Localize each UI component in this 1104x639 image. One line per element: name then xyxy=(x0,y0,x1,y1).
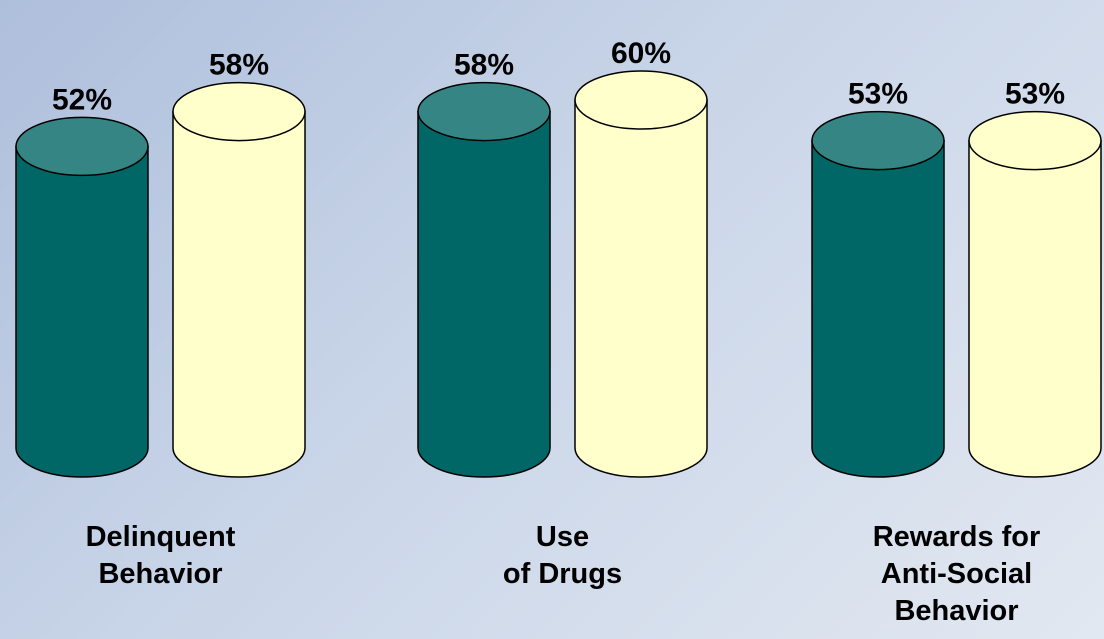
category-group: 52% 58% Delinquent Behavior xyxy=(15,49,306,590)
bar-top xyxy=(172,81,306,142)
category-group: 58% 60% Use of Drugs xyxy=(417,37,708,590)
data-label: 52% xyxy=(52,83,112,116)
bar-body xyxy=(574,99,708,478)
data-label: 58% xyxy=(454,49,514,82)
bar-top xyxy=(811,110,945,171)
bar-top xyxy=(417,81,551,142)
data-label: 60% xyxy=(611,37,671,70)
category-label-line: Anti-Social xyxy=(881,558,1032,590)
category-group: 53% 53% Rewards for Anti-Social Behavior xyxy=(811,78,1102,627)
bar-top xyxy=(574,70,708,130)
category-label-line: Rewards for xyxy=(873,521,1041,553)
category-label: Use of Drugs xyxy=(503,521,622,590)
category-label-line: of Drugs xyxy=(503,558,622,590)
bar-body xyxy=(811,139,945,478)
bar: 58% xyxy=(417,49,551,478)
data-label: 53% xyxy=(848,78,908,111)
bar: 53% xyxy=(811,78,945,478)
bar-top xyxy=(968,110,1102,171)
bar-body xyxy=(417,110,551,478)
bar-body xyxy=(968,139,1102,478)
category-label-line: Behavior xyxy=(894,595,1018,627)
bar: 60% xyxy=(574,37,708,478)
category-label-line: Use xyxy=(536,521,589,553)
category-label: Rewards for Anti-Social Behavior xyxy=(873,521,1041,627)
bar-top xyxy=(15,116,149,177)
data-label: 53% xyxy=(1005,78,1065,111)
category-label: Delinquent Behavior xyxy=(86,521,236,590)
bar: 52% xyxy=(15,83,149,478)
bar-body xyxy=(172,110,306,478)
category-label-line: Behavior xyxy=(98,558,222,590)
bar: 53% xyxy=(968,78,1102,478)
bar-body xyxy=(15,145,149,478)
bar: 58% xyxy=(172,49,306,478)
data-label: 58% xyxy=(209,49,269,82)
category-label-line: Delinquent xyxy=(86,521,236,553)
